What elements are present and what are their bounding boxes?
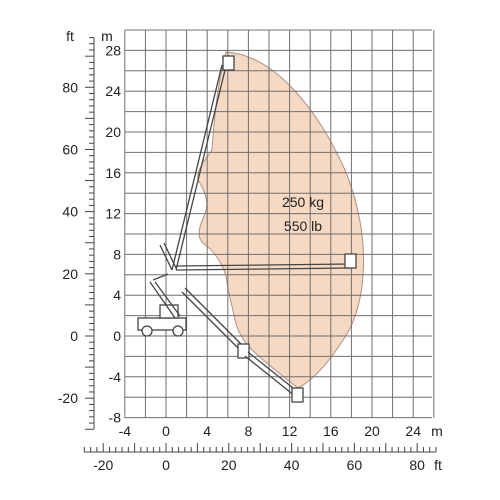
metre-height-label: 24 <box>105 83 121 99</box>
feet-outreach-label: 40 <box>284 457 300 473</box>
metre-height-label: 28 <box>105 42 121 58</box>
unit-label-ft-horizontal: ft <box>434 457 442 473</box>
working-envelope <box>197 51 364 389</box>
feet-height-label: 0 <box>70 328 78 344</box>
metre-height-label: 12 <box>105 206 121 222</box>
boom-lower-positions <box>181 287 304 403</box>
metre-height-label: -8 <box>109 410 122 426</box>
unit-label-ft-vertical: ft <box>66 28 74 44</box>
metre-height-label: 8 <box>113 246 121 262</box>
feet-vertical-ruler <box>85 37 95 430</box>
metre-outreach-labels: -4 0 4 8 12 16 20 24 <box>119 423 422 439</box>
feet-height-label: 40 <box>62 204 78 220</box>
metre-outreach-label: 12 <box>282 423 298 439</box>
feet-outreach-label: -20 <box>93 457 113 473</box>
metre-outreach-label: 20 <box>364 423 380 439</box>
metre-height-label: 16 <box>105 165 121 181</box>
metre-height-label: 4 <box>113 287 121 303</box>
capacity-weight-kg: 250 kg <box>282 194 324 210</box>
metre-outreach-label: 16 <box>323 423 339 439</box>
feet-outreach-label: 60 <box>347 457 363 473</box>
boom-illustration <box>137 55 357 403</box>
metre-outreach-label: 8 <box>245 423 253 439</box>
machine-chassis <box>137 273 187 337</box>
metre-height-labels: -8 -4 0 4 8 12 16 20 24 28 <box>105 42 121 425</box>
feet-outreach-labels: -20 0 20 40 60 80 <box>93 457 425 473</box>
metre-outreach-label: 24 <box>405 423 421 439</box>
unit-label-m-horizontal: m <box>431 423 443 439</box>
feet-height-label: 20 <box>62 266 78 282</box>
feet-height-label: 60 <box>62 141 78 157</box>
feet-horizontal-ruler <box>83 443 437 453</box>
unit-label-m-vertical: m <box>101 28 113 44</box>
feet-outreach-label: 80 <box>409 457 425 473</box>
metre-height-label: -4 <box>109 369 122 385</box>
feet-outreach-label: 0 <box>162 457 170 473</box>
boom-top-position <box>159 55 235 271</box>
feet-height-labels: -20 0 20 40 60 80 <box>58 79 78 406</box>
metre-outreach-label: -4 <box>119 423 132 439</box>
boom-horizontal-position <box>175 253 357 271</box>
feet-height-label: -20 <box>58 390 78 406</box>
feet-height-label: 80 <box>62 79 78 95</box>
metre-height-label: 0 <box>113 328 121 344</box>
grid <box>124 29 435 419</box>
metre-height-label: 20 <box>105 124 121 140</box>
capacity-weight-lb: 550 lb <box>284 218 322 234</box>
feet-outreach-label: 20 <box>221 457 237 473</box>
metre-outreach-label: 0 <box>162 423 170 439</box>
metre-outreach-label: 4 <box>203 423 211 439</box>
